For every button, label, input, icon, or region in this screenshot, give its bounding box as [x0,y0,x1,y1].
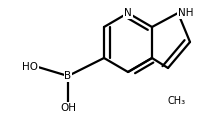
Text: OH: OH [60,103,76,113]
Text: HO: HO [22,62,38,72]
Text: N: N [124,8,132,18]
Text: B: B [65,71,72,81]
Text: CH₃: CH₃ [168,96,186,106]
Text: NH: NH [178,8,194,18]
